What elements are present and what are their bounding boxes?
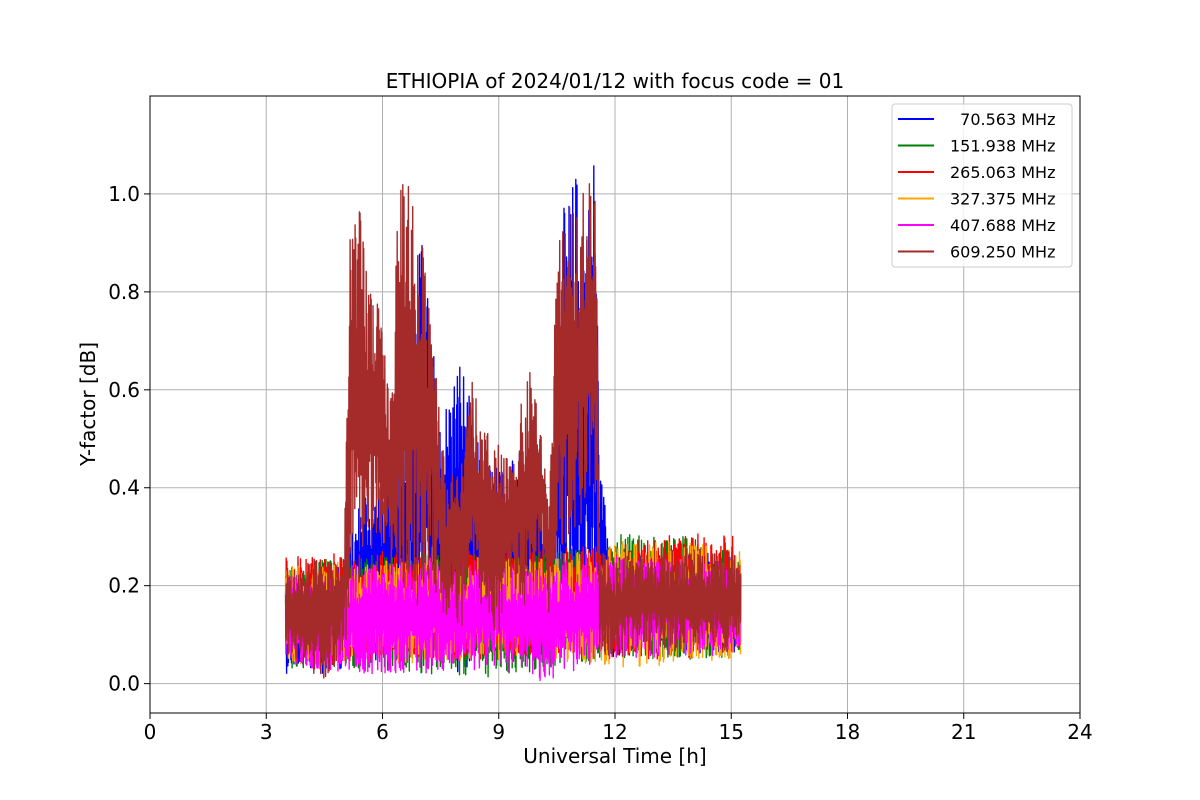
legend-label: 327.375 MHz [950,190,1055,209]
legend: 70.563 MHz 151.938 MHz 265.063 MHz 327.375 … [891,103,1073,268]
legend-label: 70.563 MHz [950,110,1055,129]
series-layer [284,165,742,682]
x-tick-label: 9 [492,720,505,744]
y-axis-ticks: 0.0 0.2 0.4 0.6 0.8 1.0 [108,182,150,696]
y-axis-label: Y-factor [dB] [76,342,100,467]
y-tick-label: 0.0 [108,672,140,696]
legend-box [891,103,1073,268]
x-tick-label: 21 [951,720,976,744]
x-tick-label: 15 [719,720,744,744]
x-axis-label: Universal Time [h] [523,744,706,768]
legend-label: 265.063 MHz [950,163,1055,182]
legend-label: 151.938 MHz [950,137,1055,156]
x-tick-label: 0 [144,720,157,744]
x-tick-label: 24 [1067,720,1092,744]
y-tick-label: 0.6 [108,378,140,402]
y-tick-label: 0.8 [108,280,140,304]
x-tick-label: 18 [835,720,860,744]
x-tick-label: 6 [376,720,389,744]
legend-label: 407.688 MHz [950,216,1055,235]
y-tick-label: 0.4 [108,476,140,500]
legend-label: 609.250 MHz [950,243,1055,262]
series-line-609-250-mhz [284,183,742,679]
x-tick-label: 3 [260,720,273,744]
x-tick-label: 12 [602,720,627,744]
x-axis-ticks: 0 3 6 9 12 15 18 21 24 [144,713,1093,744]
y-tick-label: 1.0 [108,182,140,206]
y-tick-label: 0.2 [108,574,140,598]
chart-title: ETHIOPIA of 2024/01/12 with focus code =… [386,69,844,93]
